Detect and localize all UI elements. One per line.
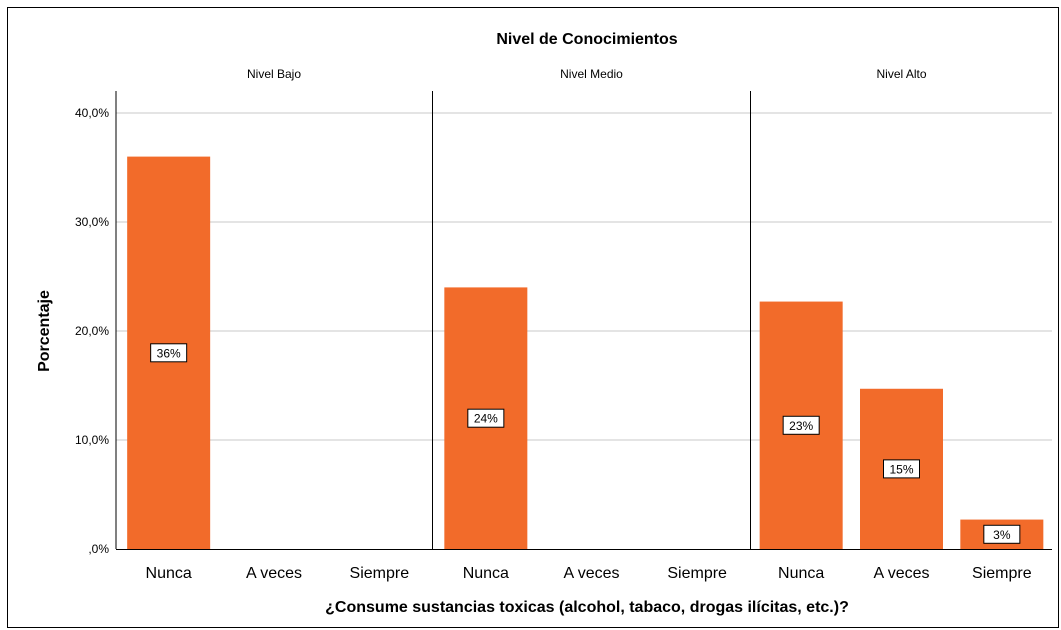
data-label: 36% bbox=[157, 346, 181, 360]
y-axis-label: Porcentaje bbox=[36, 290, 53, 372]
panel-header: Nivel Alto bbox=[876, 67, 926, 81]
x-tick-label: A veces bbox=[873, 565, 929, 582]
data-label-box bbox=[883, 459, 920, 479]
y-tick-label: 40,0% bbox=[75, 106, 109, 120]
data-label-box bbox=[150, 343, 188, 363]
data-label-box bbox=[467, 408, 505, 428]
y-tick-label: 30,0% bbox=[75, 215, 109, 229]
data-label: 24% bbox=[474, 412, 498, 426]
x-tick-label: Nunca bbox=[778, 565, 824, 582]
x-axis-label: ¿Consume sustancias toxicas (alcohol, ta… bbox=[325, 599, 849, 616]
x-tick-label: Siempre bbox=[667, 565, 727, 582]
data-label: 15% bbox=[889, 462, 913, 476]
x-tick-label: A veces bbox=[563, 565, 619, 582]
x-tick-label: Siempre bbox=[350, 565, 410, 582]
x-tick-label: Nunca bbox=[463, 565, 509, 582]
data-label-box bbox=[782, 415, 820, 435]
panel-header: Nivel Bajo bbox=[247, 67, 301, 81]
data-label: 3% bbox=[993, 528, 1011, 542]
data-label: 23% bbox=[789, 419, 813, 433]
y-tick-label: 20,0% bbox=[75, 324, 109, 338]
chart-title: Nivel de Conocimientos bbox=[496, 31, 677, 48]
data-label-box bbox=[983, 524, 1021, 544]
x-tick-label: A veces bbox=[246, 565, 302, 582]
panel-header: Nivel Medio bbox=[560, 67, 623, 81]
x-tick-label: Siempre bbox=[972, 565, 1032, 582]
y-tick-label: 10,0% bbox=[75, 433, 109, 447]
plot-area: ,0% 10,0% 20,0% 30,0% 40,0% Nivel Bajo Nunca 36… bbox=[75, 67, 1052, 582]
y-tick-label: ,0% bbox=[88, 542, 109, 556]
x-tick-label: Nunca bbox=[146, 565, 192, 582]
